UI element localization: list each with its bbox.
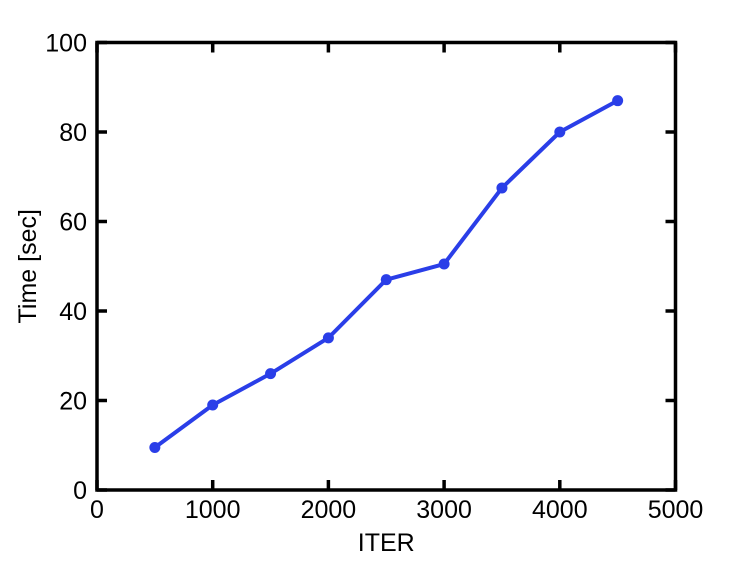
y-tick-label: 80 [59,119,87,147]
x-axis-label: ITER [358,529,415,557]
y-tick-label: 60 [59,208,87,236]
axes-box [95,40,678,492]
data-point-marker [322,332,334,344]
y-tick-label: 100 [45,29,87,57]
y-tick-label: 20 [59,387,87,415]
x-tick-label: 4000 [532,496,588,524]
y-tick-label: 0 [73,477,87,505]
data-point-marker [380,274,392,286]
x-tick-label: 2000 [301,496,357,524]
data-point-marker [612,95,624,107]
x-tick-label: 5000 [648,496,704,524]
data-point-marker [265,368,277,380]
x-tick-label: 1000 [185,496,241,524]
y-axis-label: Time [sec] [14,209,42,323]
data-point-marker [438,258,450,270]
data-point-marker [207,399,219,411]
data-point-marker [149,441,161,453]
data-point-marker [554,126,566,138]
y-tick-label: 40 [59,298,87,326]
x-tick-label: 3000 [416,496,472,524]
x-tick-label: 0 [90,496,104,524]
data-point-marker [496,182,508,194]
data-line [152,98,620,450]
